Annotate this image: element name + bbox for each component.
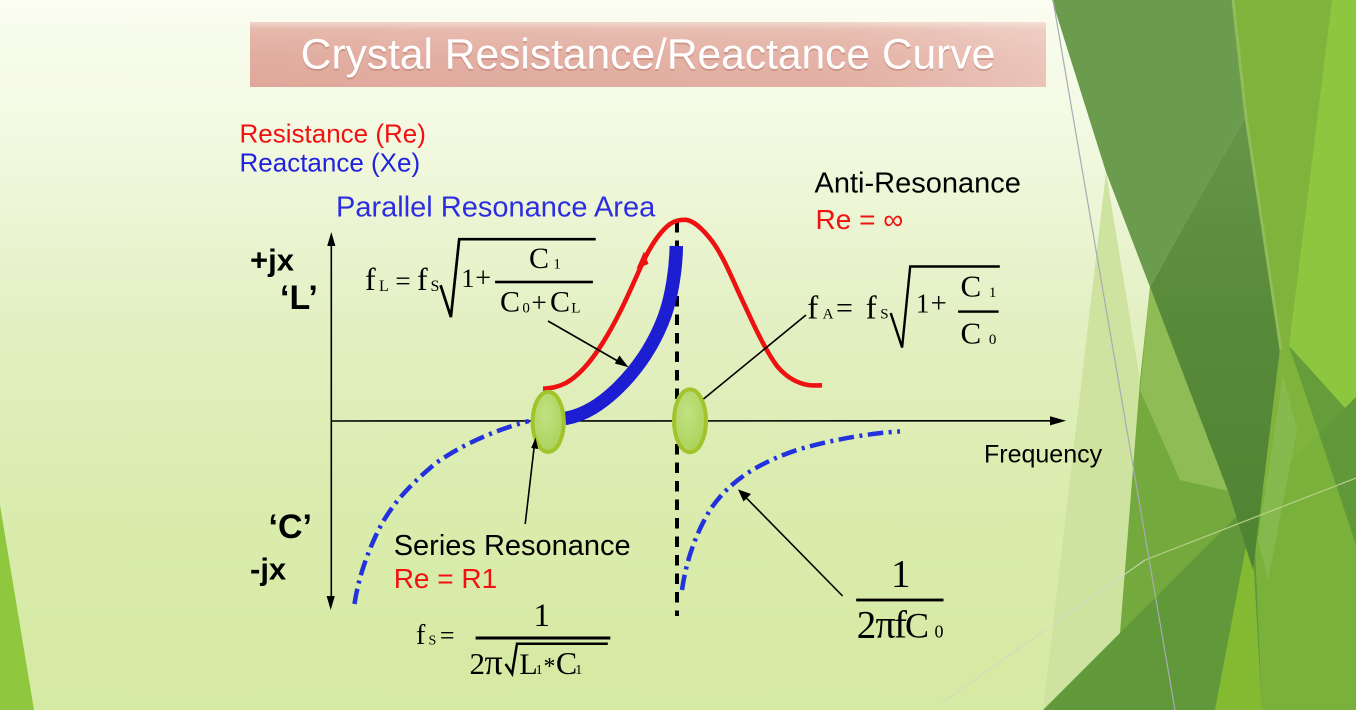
svg-text:Frequency: Frequency xyxy=(984,441,1103,469)
svg-text:C: C xyxy=(961,268,982,303)
svg-text:1: 1 xyxy=(989,285,997,301)
svg-text:0: 0 xyxy=(935,621,944,641)
svg-text:Reactance (Xe): Reactance (Xe) xyxy=(240,148,421,178)
svg-text:1: 1 xyxy=(575,663,582,678)
svg-text:0: 0 xyxy=(989,332,997,348)
svg-text:f: f xyxy=(807,290,818,326)
svg-text:C: C xyxy=(556,645,577,681)
svg-text:+jx: +jx xyxy=(250,242,295,277)
svg-text:=: = xyxy=(836,292,853,325)
svg-text:L: L xyxy=(379,278,389,295)
svg-text:Crystal Resistance/Reactance C: Crystal Resistance/Reactance Curve xyxy=(301,34,995,81)
svg-text:C: C xyxy=(961,315,982,350)
svg-text:Re = R1: Re = R1 xyxy=(394,563,498,594)
svg-text:1: 1 xyxy=(916,289,930,319)
svg-text:‘C’: ‘C’ xyxy=(269,508,312,546)
svg-text:-jx: -jx xyxy=(250,552,287,587)
svg-text:S: S xyxy=(431,278,440,295)
svg-text:C: C xyxy=(550,286,570,319)
svg-text:=: = xyxy=(395,266,410,296)
svg-text:0: 0 xyxy=(522,301,530,317)
svg-text:Anti-Resonance: Anti-Resonance xyxy=(815,168,1021,200)
svg-text:S: S xyxy=(880,306,888,322)
svg-text:π: π xyxy=(485,642,503,682)
svg-text:‘L’: ‘L’ xyxy=(280,279,318,317)
svg-text:1: 1 xyxy=(891,553,911,596)
svg-text:f: f xyxy=(417,261,428,297)
svg-text:S: S xyxy=(429,634,437,649)
svg-text:C: C xyxy=(500,286,520,319)
svg-text:+: + xyxy=(475,263,491,294)
svg-text:f: f xyxy=(416,620,426,651)
svg-text:2: 2 xyxy=(470,646,486,681)
svg-text:2: 2 xyxy=(857,604,877,647)
svg-text:C: C xyxy=(905,606,929,646)
svg-text:L: L xyxy=(571,301,580,317)
svg-text:Parallel Resonance Area: Parallel Resonance Area xyxy=(336,191,656,223)
svg-text:1: 1 xyxy=(536,663,543,678)
svg-text:f: f xyxy=(894,604,907,647)
svg-text:+: + xyxy=(532,288,547,318)
svg-text:Re = ∞: Re = ∞ xyxy=(816,204,904,235)
svg-text:=: = xyxy=(440,621,455,650)
svg-text:A: A xyxy=(823,306,834,322)
svg-text:Crystal Resistance/Reactance C: Crystal Resistance/Reactance Curve xyxy=(301,32,995,79)
svg-text:Series Resonance: Series Resonance xyxy=(394,530,631,562)
svg-text:1: 1 xyxy=(534,598,551,634)
svg-text:1: 1 xyxy=(553,257,561,273)
svg-text:f: f xyxy=(866,290,877,326)
svg-text:π: π xyxy=(876,602,896,647)
svg-text:*: * xyxy=(544,654,556,680)
svg-text:C: C xyxy=(529,242,549,275)
svg-text:+: + xyxy=(931,288,947,320)
svg-text:1: 1 xyxy=(461,263,474,293)
svg-text:L: L xyxy=(519,648,537,681)
svg-text:f: f xyxy=(365,261,376,297)
svg-text:Resistance (Re): Resistance (Re) xyxy=(240,118,426,148)
